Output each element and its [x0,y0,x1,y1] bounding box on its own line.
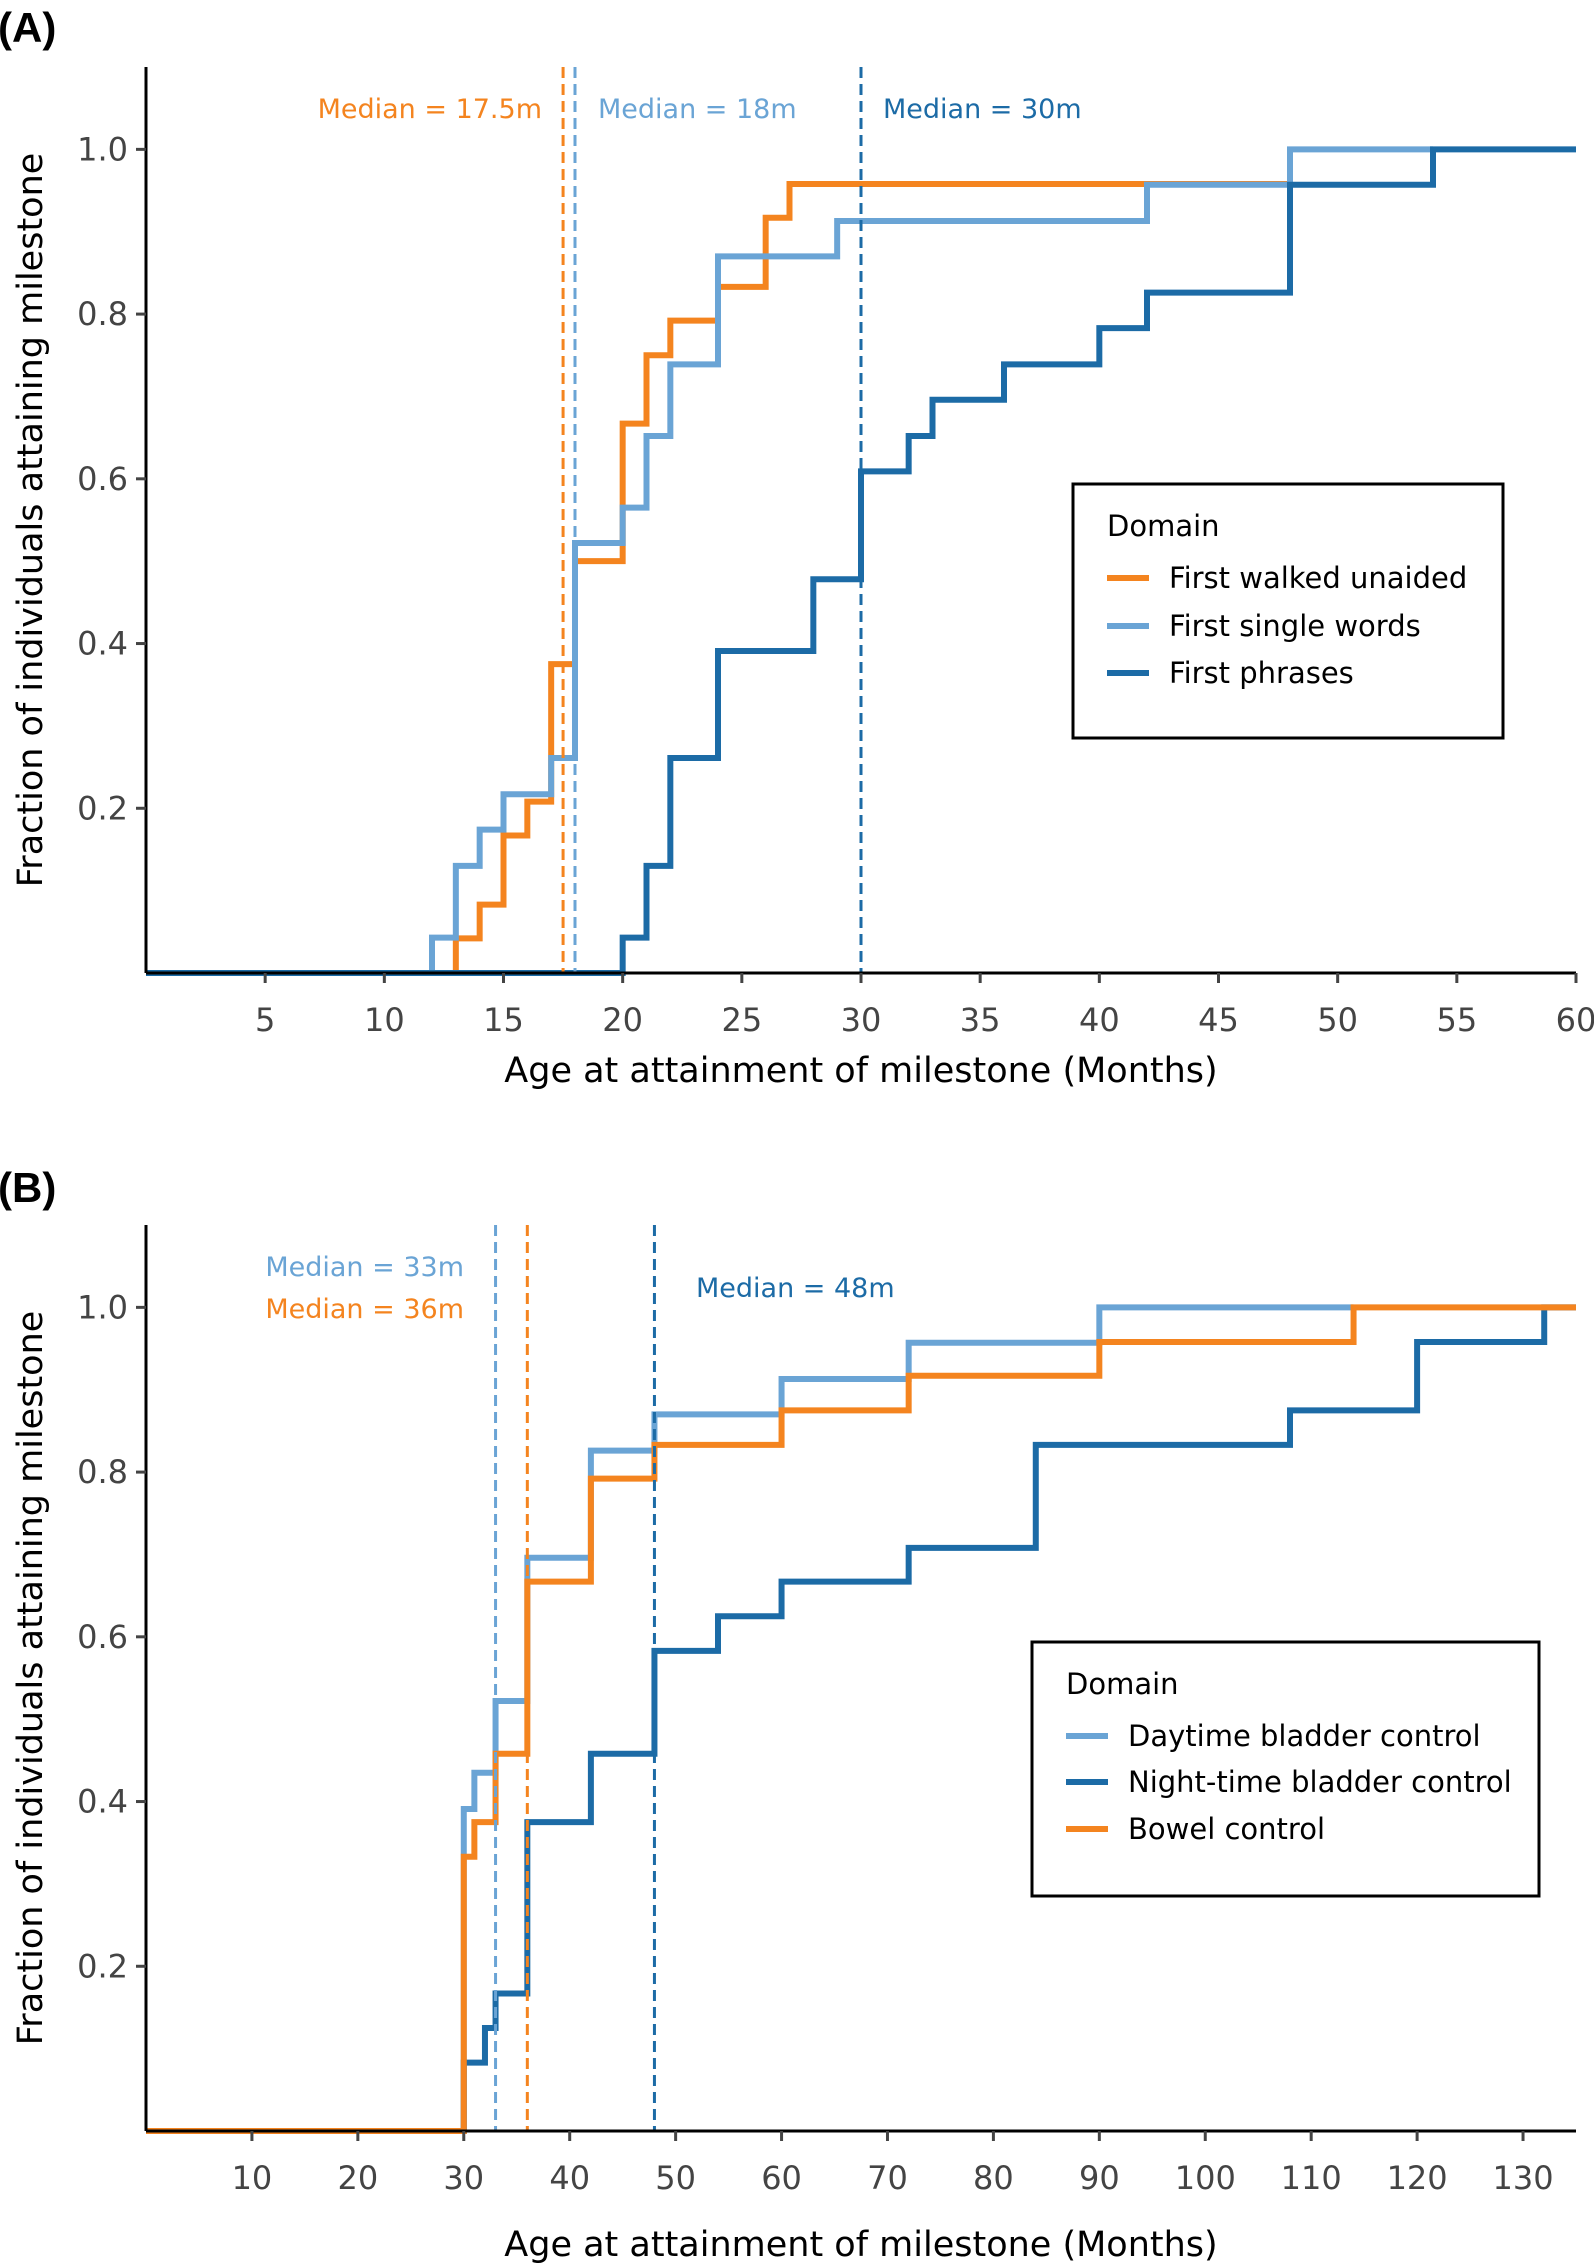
x-tick-label: 70 [867,2159,908,2197]
x-tick-label: 20 [337,2159,378,2197]
x-tick-label: 10 [232,2159,273,2197]
series-line-2 [146,1304,1576,2134]
median-label-1: Median = 17.5m [318,94,542,125]
panel-label: (A) [0,4,56,51]
panel-label: (B) [0,1164,56,1211]
x-tick-label: 15 [483,1001,524,1039]
x-tick-label: 60 [761,2159,802,2197]
x-tick-label: 60 [1556,1001,1594,1039]
x-tick-label: 50 [1317,1001,1358,1039]
legend-entry-2: First single words [1169,609,1421,643]
x-tick-label: 5 [255,1001,275,1039]
x-tick-label: 90 [1079,2159,1120,2197]
series-line-1 [146,149,1293,976]
x-tick-label: 30 [841,1001,882,1039]
x-tick-label: 20 [602,1001,643,1039]
legend: Domain First walked unaided First single w… [1071,482,1505,740]
legend-title: Domain [1066,1667,1179,1701]
x-tick-label: 45 [1198,1001,1239,1039]
legend: Domain Daytime bladder control Night-time … [1030,1640,1541,1898]
median-label-3: Median = 30m [883,94,1082,125]
y-tick-label: 0.8 [77,1453,128,1491]
y-tick-label: 0.4 [77,625,128,663]
median-label-1: Median = 33m [265,1252,464,1283]
chart-panel-b: (B) Median = 33m Median = 48m Median = 36m 1… [0,1164,1576,2263]
chart-panel-a: (A) Median = 17.5m Median = 18m Median = 30… [0,4,1594,1091]
x-tick-label: 40 [549,2159,590,2197]
legend-entry-1: Daytime bladder control [1128,1719,1481,1753]
x-tick-label: 50 [655,2159,696,2197]
y-axis-title: Fraction of individuals attaining milest… [11,153,51,888]
x-tick-label: 10 [364,1001,405,1039]
y-tick-label: 1.0 [77,1288,128,1326]
y-tick-label: 0.2 [77,789,128,827]
y-tick-label: 0.2 [77,1947,128,1985]
legend-entry-3: Bowel control [1128,1812,1325,1846]
x-tick-label: 55 [1436,1001,1477,1039]
x-tick-label: 100 [1175,2159,1236,2197]
x-tick-label: 80 [973,2159,1014,2197]
legend-entry-2: Night-time bladder control [1128,1765,1512,1799]
x-axis-title: Age at attainment of milestone (Months) [504,2225,1217,2263]
x-tick-label: 130 [1492,2159,1553,2197]
median-label-2: Median = 18m [598,94,797,125]
legend-entry-1: First walked unaided [1169,561,1467,595]
legend-box [1030,1640,1541,1898]
x-tick-label: 110 [1281,2159,1342,2197]
x-tick-label: 35 [960,1001,1001,1039]
median-label-2: Median = 48m [696,1273,895,1304]
legend-title: Domain [1107,509,1220,543]
series-line-2 [146,146,1433,976]
x-tick-label: 30 [443,2159,484,2197]
y-tick-label: 1.0 [77,130,128,168]
series-line-3 [146,1304,1576,2134]
x-axis-title: Age at attainment of milestone (Months) [504,1051,1217,1091]
legend-box [1071,482,1505,740]
y-tick-label: 0.4 [77,1783,128,1821]
legend-entry-3: First phrases [1169,656,1354,690]
series-line-3 [146,146,1576,976]
y-axis-title: Fraction of individuals attaining milest… [11,1311,51,2046]
y-tick-label: 0.8 [77,295,128,333]
x-tick-label: 25 [721,1001,762,1039]
y-tick-label: 0.6 [77,460,128,498]
median-label-3: Median = 36m [265,1294,464,1325]
x-tick-label: 40 [1079,1001,1120,1039]
y-tick-label: 0.6 [77,1618,128,1656]
x-tick-label: 120 [1387,2159,1448,2197]
